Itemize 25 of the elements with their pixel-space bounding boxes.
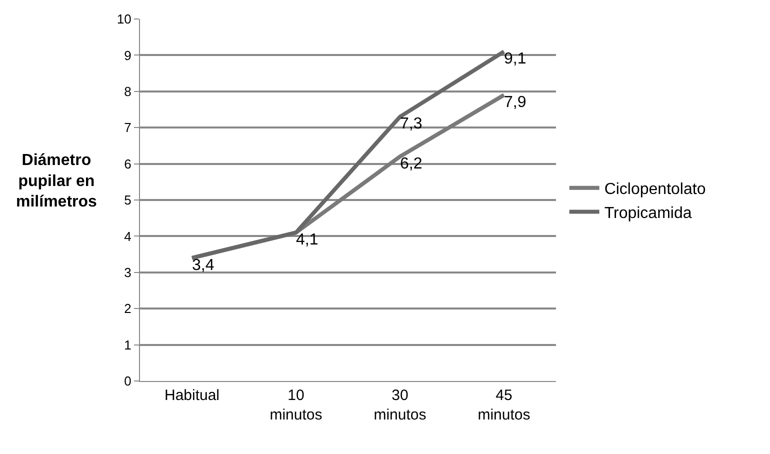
line-series [190,50,506,260]
y-tick-label: 7 [124,120,132,136]
legend-label: Ciclopentolato [604,181,706,198]
data-label: 3,4 [192,256,214,274]
y-tick-label: 3 [124,264,132,280]
data-label: 7,9 [504,94,526,112]
data-label: 6,2 [400,156,422,173]
data-label: 7,3 [400,116,422,133]
y-tick-label: 2 [124,301,132,316]
data-label: 4,1 [296,232,318,249]
y-axis-title: Diámetro pupilar en milímetros [16,152,98,211]
y-tick-label: 0 [124,374,132,389]
y-tick-label: 6 [124,156,132,172]
x-tick-label: 30 minutos [374,387,426,424]
legend-label: Tropicamida [604,204,692,222]
y-tick-label: 8 [124,84,132,99]
x-tick-label: Habitual [164,387,220,404]
y-tick-label: 9 [124,48,132,63]
x-tick-label: 45 minutos [478,387,530,424]
y-tick-label: 10 [116,12,132,27]
x-tick-label: 10 minutos [270,387,322,424]
y-tick-label: 5 [124,192,132,208]
y-tick-label: 4 [124,228,132,244]
data-label: 9,1 [504,50,526,68]
y-tick-label: 1 [124,337,132,352]
